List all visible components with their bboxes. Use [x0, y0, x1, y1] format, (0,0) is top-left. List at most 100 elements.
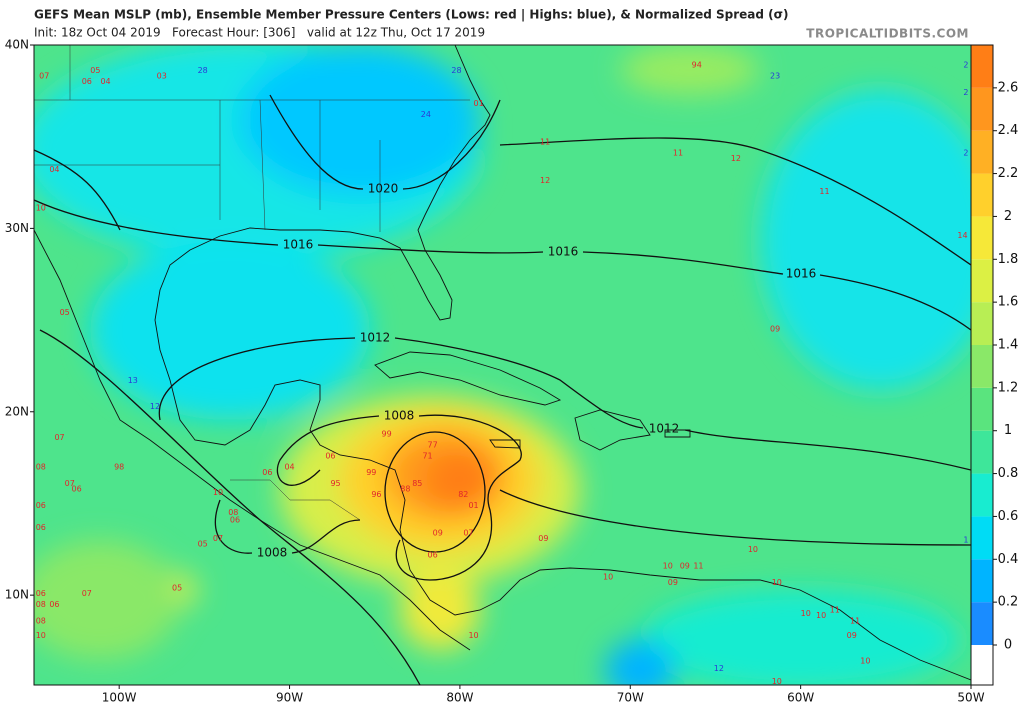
pressure-center: 09: [847, 631, 857, 640]
pressure-center: 06: [428, 550, 438, 559]
pressure-center: 06: [36, 589, 46, 598]
colorbar-below: [971, 645, 993, 685]
pressure-center: 10: [603, 572, 613, 581]
pressure-center: 12: [731, 154, 741, 163]
isobar-label: 1016: [283, 238, 314, 252]
pressure-center: 06: [262, 468, 272, 477]
colorbar-band: [971, 216, 993, 260]
colorbar-frame: [970, 44, 994, 686]
pressure-center: 28: [451, 66, 461, 75]
colorbar-tick-label: 0.2: [998, 595, 1019, 610]
pressure-center: 09: [433, 528, 443, 537]
pressure-center: 09: [770, 325, 780, 334]
pressure-center: 95: [330, 479, 340, 488]
pressure-center: 10: [801, 609, 811, 618]
pressure-center: 07: [54, 433, 64, 442]
pressure-center: 14: [957, 231, 967, 240]
colorbar-tick-label: 1.4: [998, 338, 1019, 353]
pressure-center: 06: [71, 484, 81, 493]
pressure-center: 12: [150, 402, 160, 411]
isobar-label: 1008: [384, 409, 415, 423]
colorbar-tick-label: 0.6: [998, 509, 1019, 524]
isobar-label: 1016: [786, 267, 817, 281]
title: GEFS Mean MSLP (mb), Ensemble Member Pre…: [34, 8, 788, 22]
x-tick-label: 50W: [957, 691, 984, 705]
pressure-center: 09: [538, 534, 548, 543]
colorbar-band: [971, 259, 993, 303]
pressure-center: 07: [82, 589, 92, 598]
pressure-center: 2: [963, 61, 968, 70]
colorbar-band: [971, 87, 993, 131]
axes: 100W 90W 80W 70W 60W 50W 40N 30N 20N 10N: [5, 38, 985, 705]
pressure-center: 85: [412, 479, 422, 488]
pressure-center: 01: [468, 501, 478, 510]
pressure-center: 05: [172, 583, 182, 592]
pressure-center: 07: [213, 534, 223, 543]
colorbar-tick-label: 2.2: [998, 166, 1019, 181]
y-tick-label: 10N: [5, 588, 29, 602]
isobar-label: 1008: [257, 546, 288, 560]
pressure-center: 10: [36, 204, 46, 213]
attribution: TROPICALTIDBITS.COM: [806, 27, 969, 41]
isobar-label: 1020: [368, 182, 399, 196]
pressure-center: 10: [748, 545, 758, 554]
pressure-center: 11: [819, 187, 829, 196]
colorbar-band: [971, 130, 993, 174]
pressure-center: 12: [540, 176, 550, 185]
pressure-center: 06: [36, 501, 46, 510]
colorbar-tick-label: 1.8: [998, 252, 1019, 267]
colorbar-tick-label: 0.4: [998, 552, 1019, 567]
x-tick-label: 90W: [276, 691, 303, 705]
pressure-center: 06: [325, 451, 335, 460]
pressure-center: 09: [668, 578, 678, 587]
x-tick-label: 70W: [617, 691, 644, 705]
pressure-center: 04: [100, 77, 110, 86]
pressure-center: 77: [428, 440, 438, 449]
pressure-center: 28: [198, 66, 208, 75]
colorbar-band: [971, 173, 993, 217]
colorbar-band: [971, 302, 993, 345]
pressure-center: 01: [474, 99, 484, 108]
y-tick-label: 40N: [5, 38, 29, 52]
pressure-center: 10: [772, 677, 782, 686]
colorbar-band: [971, 516, 993, 560]
isobar-labels: 1020 1016 1016 1016 1012 1012 1008 1008: [257, 182, 817, 560]
pressure-center: 10: [816, 611, 826, 620]
isobar-label: 1012: [360, 331, 391, 345]
pressure-center: 07: [39, 72, 49, 81]
colorbar-tick-label: 1.6: [998, 295, 1019, 310]
pressure-center: 1: [963, 536, 968, 545]
colorbar-band: [971, 430, 993, 474]
pressure-center: 13: [128, 376, 138, 385]
colorbar: 0 0.2 0.4 0.6 0.8 1 1.2 1.4 1.6 1.8 2 2.2 2.4 2.6: [970, 44, 1019, 686]
x-tick-label: 80W: [446, 691, 473, 705]
pressure-center: 11: [830, 605, 840, 614]
colorbar-tick-label: 2: [1004, 209, 1012, 224]
pressure-center: 05: [60, 308, 70, 317]
pressure-center: 10: [213, 488, 223, 497]
spread-field: [34, 45, 971, 685]
pressure-center: 12: [714, 664, 724, 673]
pressure-center: 04: [49, 165, 59, 174]
pressure-center: 88: [400, 484, 410, 493]
pressure-center: 10: [772, 578, 782, 587]
colorbar-tick-label: 2.6: [998, 80, 1019, 95]
isobar-label: 1012: [649, 422, 680, 436]
colorbar-band: [971, 602, 993, 645]
x-tick-label: 100W: [102, 691, 137, 705]
pressure-center: 07: [65, 479, 75, 488]
pressure-center: 07: [463, 528, 473, 537]
pressure-center: 10: [860, 657, 870, 666]
isobar-label: 1016: [548, 245, 579, 259]
pressure-center: 10: [468, 631, 478, 640]
colorbar-tick-label: 0.8: [998, 466, 1019, 481]
pressure-center: 11: [693, 561, 703, 570]
pressure-center: 98: [114, 462, 124, 471]
pressure-center: 99: [382, 429, 392, 438]
x-tick-label: 60W: [787, 691, 814, 705]
pressure-center: 10: [36, 631, 46, 640]
pressure-center: 24: [421, 110, 431, 119]
pressure-center: 05: [198, 539, 208, 548]
